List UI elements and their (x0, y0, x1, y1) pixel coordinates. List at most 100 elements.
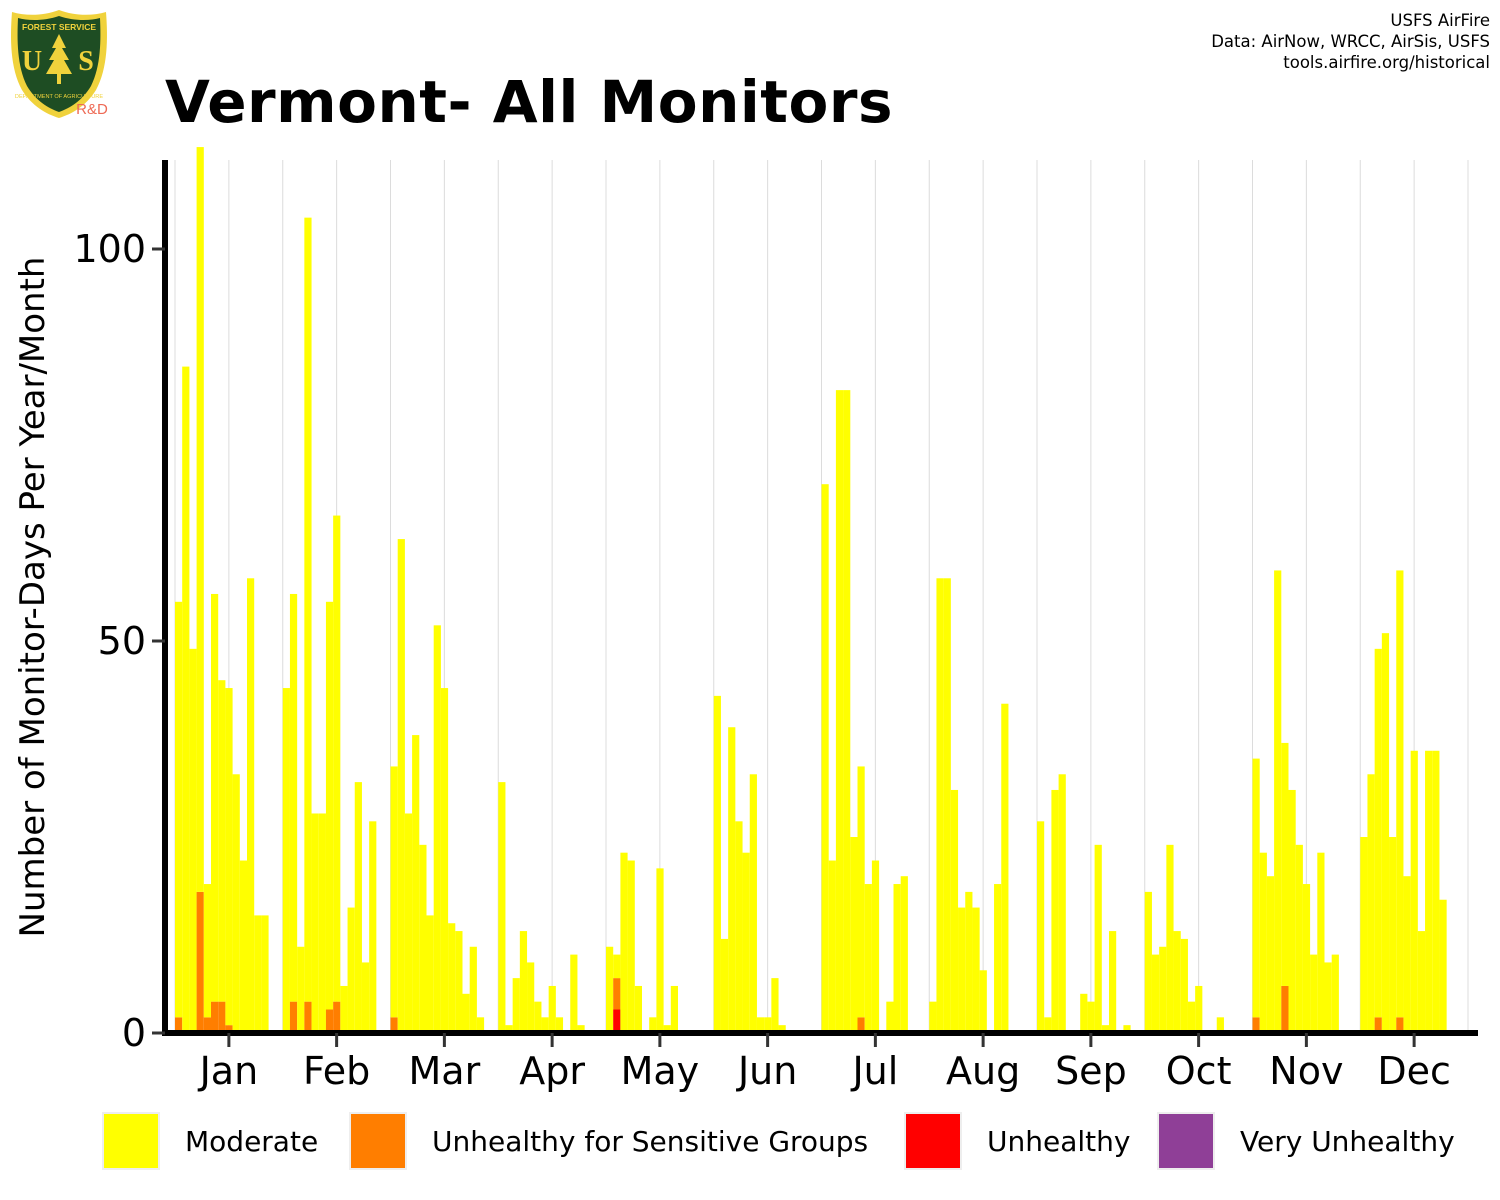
bar-segment-moderate (1310, 954, 1318, 1033)
bar-segment-moderate (419, 844, 427, 1033)
bar-segment-moderate (469, 946, 477, 1033)
bar-segment-usg (1281, 985, 1289, 1033)
legend-label: Unhealthy (987, 1125, 1130, 1158)
credit-line-data-sources: Data: AirNow, WRCC, AirSis, USFS (1211, 32, 1490, 51)
bar-segment-moderate (1044, 1017, 1052, 1033)
bar-segment-moderate (211, 593, 219, 1002)
bar-segment-moderate (613, 954, 621, 979)
bar-segment-moderate (670, 985, 678, 1033)
bar-segment-moderate (534, 1001, 542, 1033)
bar-segment-moderate (742, 852, 750, 1033)
bar-segment-moderate (311, 813, 319, 1033)
bar-segment-moderate (333, 515, 341, 1002)
bar-segment-moderate (1403, 876, 1411, 1033)
bar-segment-moderate (1389, 837, 1397, 1033)
x-tick-label: Oct (1166, 1049, 1232, 1093)
legend-label: Unhealthy for Sensitive Groups (432, 1125, 868, 1158)
bar-segment-moderate (886, 1001, 894, 1033)
legend: Moderate Unhealthy for Sensitive Groups Un… (102, 1112, 1455, 1170)
bar-segment-moderate (1281, 742, 1289, 986)
bar-segment-moderate (656, 868, 664, 1033)
bar-segment-moderate (634, 985, 642, 1033)
bar-segment-moderate (1295, 844, 1303, 1033)
bar-segment-moderate (713, 695, 721, 1033)
bar-segment-moderate (1101, 1025, 1109, 1033)
bar-segment-moderate (1173, 931, 1181, 1033)
bar-segment-moderate (433, 625, 441, 1033)
x-tick-label: Aug (946, 1049, 1020, 1093)
bar-segment-usg (325, 1009, 334, 1033)
x-tick-label: May (621, 1049, 700, 1093)
x-tick-label: Nov (1269, 1049, 1343, 1093)
legend-swatch (904, 1112, 962, 1170)
bar-segment-moderate (1266, 876, 1275, 1033)
usfs-logo: FOREST SERVICE U S DEPARTMENT OF AGRICUL… (11, 10, 108, 118)
bar-segment-moderate (965, 891, 973, 1033)
bar-segment-moderate (1324, 962, 1332, 1033)
bar-segment-moderate (196, 147, 204, 892)
bar-segment-moderate (369, 821, 377, 1033)
bar-segment-moderate (175, 601, 183, 1018)
credit-line-org: USFS AirFire (1390, 11, 1490, 30)
bar-segment-moderate (239, 860, 247, 1033)
bar-segment-moderate (455, 931, 463, 1033)
bar-segment-moderate (340, 985, 348, 1033)
bar-segment-moderate (1037, 821, 1045, 1033)
bar-segment-moderate (412, 735, 420, 1033)
bar-segment-moderate (1001, 703, 1009, 1033)
bar-segment-moderate (950, 789, 959, 1033)
bar-segment-moderate (1317, 852, 1325, 1033)
bar-segment-moderate (404, 813, 413, 1033)
bar-segment-usg (203, 1017, 211, 1033)
bar-segment-moderate (1252, 758, 1260, 1018)
x-tick-label: Jun (736, 1049, 797, 1093)
bar-segment-moderate (1331, 954, 1339, 1033)
bar-segment-moderate (397, 539, 405, 1033)
x-tick-label: Feb (303, 1049, 370, 1093)
bar-segment-moderate (620, 852, 628, 1033)
bar-segment-moderate (570, 954, 578, 1033)
bar-segment-usg (613, 978, 621, 1010)
axes (162, 160, 1478, 1036)
bar-segment-moderate (1166, 844, 1174, 1033)
bar-segment-usg (333, 1001, 341, 1033)
bar-segment-moderate (1374, 648, 1382, 1018)
bar-segment-moderate (1259, 852, 1267, 1033)
bar-segment-moderate (893, 884, 901, 1033)
bar-segment-usg (225, 1025, 233, 1033)
bar-segment-moderate (1051, 789, 1059, 1033)
bar-segment-moderate (663, 1025, 671, 1033)
bar-segment-moderate (720, 938, 729, 1033)
bar-segment-moderate (462, 993, 470, 1033)
bar-segment-moderate (756, 1017, 765, 1033)
legend-swatch (349, 1112, 407, 1170)
bar-segment-moderate (247, 578, 255, 1033)
bar-segment-moderate (835, 390, 844, 1033)
bar-segment-moderate (476, 1017, 485, 1033)
x-tick-label: Jul (850, 1049, 898, 1093)
chart-title: Vermont- All Monitors (165, 68, 893, 136)
legend-item: Unhealthy for Sensitive Groups (349, 1112, 868, 1170)
bar-segment-moderate (627, 860, 635, 1033)
bar-segment-moderate (1151, 954, 1160, 1033)
bar-segment-usg (390, 1017, 398, 1033)
bar-segment-moderate (512, 978, 520, 1033)
bar-segment-usg (175, 1017, 183, 1033)
bar-segment-moderate (297, 946, 305, 1033)
bar-segment-moderate (821, 484, 829, 1033)
bar-segment-moderate (448, 923, 456, 1033)
bar-segment-moderate (347, 907, 355, 1033)
bar-segment-moderate (929, 1001, 937, 1033)
bar-segment-moderate (606, 946, 614, 1033)
bar-segment-moderate (577, 1025, 585, 1033)
bar-segment-moderate (972, 907, 980, 1033)
tick-labels: 0 50 100 Jan Feb Mar Apr May Jun Jul Aug Sep Oct Nov D… (73, 227, 1450, 1093)
bar-segment-usg (1396, 1017, 1404, 1033)
bar-segment-moderate (828, 860, 836, 1033)
bar-segment-moderate (527, 962, 535, 1033)
bar-segment-moderate (1302, 884, 1311, 1033)
legend-label: Very Unhealthy (1240, 1125, 1455, 1158)
bar-segment-unhealthy (613, 1009, 621, 1033)
logo-top-text: FOREST SERVICE (22, 22, 96, 32)
tree-icon (46, 34, 72, 84)
